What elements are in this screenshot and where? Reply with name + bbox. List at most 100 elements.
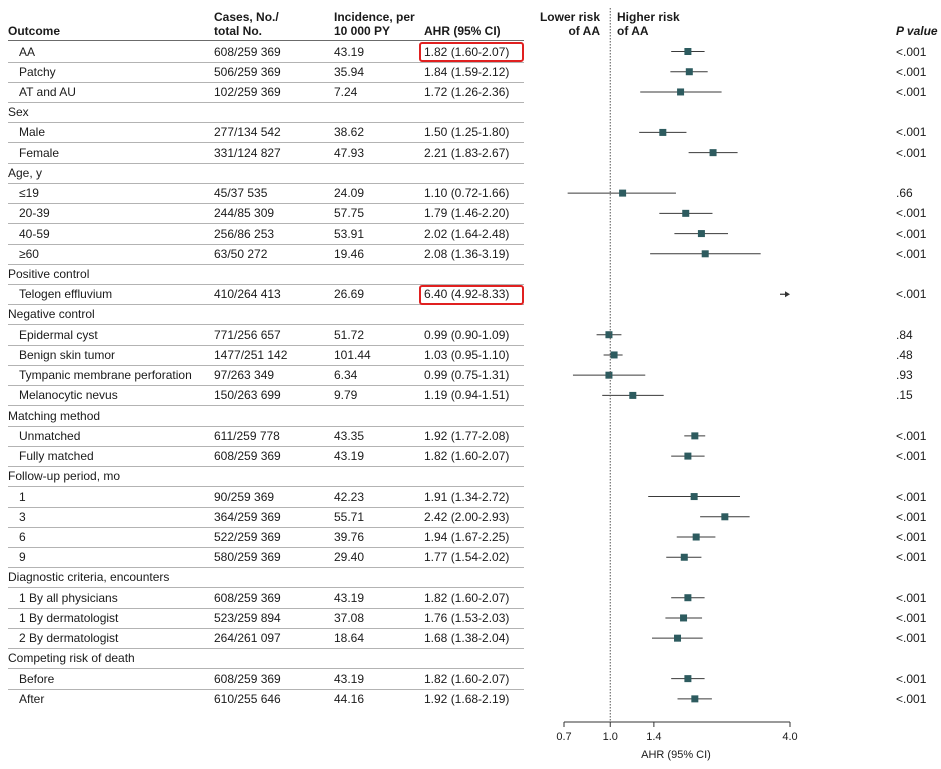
estimate-marker <box>691 432 699 440</box>
group-label: Competing risk of death <box>8 651 135 666</box>
outcome-label: After <box>19 691 45 706</box>
row-separator <box>8 142 524 144</box>
highlight-box <box>419 284 524 305</box>
header-incidence: Incidence, per 10 000 PY <box>334 10 415 38</box>
ahr-value: 1.91 (1.34-2.72) <box>424 489 510 504</box>
x-tick-label: 1.4 <box>646 731 661 743</box>
outcome-label: 1 By dermatologist <box>19 610 119 625</box>
table-row: 9 580/259 369 29.40 1.77 (1.54-2.02) <.001 <box>0 547 941 567</box>
row-separator <box>8 263 524 265</box>
estimate-marker <box>682 209 690 217</box>
ahr-value: 1.10 (0.72-1.66) <box>424 186 510 201</box>
ahr-value: 1.94 (1.67-2.25) <box>424 530 510 545</box>
cases-value: 522/259 369 <box>214 530 281 545</box>
cases-value: 608/259 369 <box>214 44 281 59</box>
header-incidence-line2: 10 000 PY <box>334 24 391 38</box>
cases-value: 264/261 097 <box>214 631 281 646</box>
row-separator <box>8 668 524 670</box>
cases-value: 277/134 542 <box>214 125 281 140</box>
estimate-marker <box>677 88 685 96</box>
p-value: <.001 <box>896 489 927 504</box>
cases-value: 1477/251 142 <box>214 347 288 362</box>
cases-value: 63/50 272 <box>214 246 268 261</box>
incidence-value: 37.08 <box>334 610 365 625</box>
table-row: 20-39 244/85 309 57.75 1.79 (1.46-2.20) <.00… <box>0 203 941 223</box>
p-value: <.001 <box>896 550 927 565</box>
ahr-value: 0.99 (0.75-1.31) <box>424 368 510 383</box>
header-cases-line1: Cases, No./ <box>214 10 279 24</box>
incidence-value: 43.19 <box>334 671 365 686</box>
p-value: <.001 <box>896 590 927 605</box>
incidence-value: 19.46 <box>334 246 365 261</box>
ahr-value: 1.92 (1.68-2.19) <box>424 691 510 706</box>
table-row: 2 By dermatologist 264/261 097 18.64 1.68 (… <box>0 628 941 648</box>
p-value: <.001 <box>896 509 927 524</box>
outcome-label: 40-59 <box>19 226 50 241</box>
p-value: <.001 <box>896 610 927 625</box>
group-label: Follow-up period, mo <box>8 469 121 484</box>
row-separator <box>8 567 524 569</box>
ahr-value: 1.76 (1.53-2.03) <box>424 610 510 625</box>
incidence-value: 43.35 <box>334 428 365 443</box>
table-row: Unmatched 611/259 778 43.35 1.92 (1.77-2.08… <box>0 426 941 446</box>
incidence-value: 26.69 <box>334 287 365 302</box>
incidence-value: 35.94 <box>334 64 365 79</box>
group-label: Positive control <box>8 267 90 282</box>
cases-value: 102/259 369 <box>214 84 281 99</box>
outcome-label: ≤19 <box>19 186 39 201</box>
estimate-marker <box>697 230 705 238</box>
p-value: <.001 <box>896 246 927 261</box>
incidence-value: 24.09 <box>334 186 365 201</box>
row-separator <box>8 223 524 225</box>
p-value: .66 <box>896 186 913 201</box>
ahr-value: 1.82 (1.60-2.07) <box>424 449 510 464</box>
cases-value: 90/259 369 <box>214 489 275 504</box>
estimate-marker <box>684 594 692 602</box>
table-row: 1 90/259 369 42.23 1.91 (1.34-2.72) <.001 <box>0 487 941 507</box>
incidence-value: 7.24 <box>334 84 358 99</box>
header-p-value: P value <box>896 24 938 38</box>
p-value: .84 <box>896 327 913 342</box>
cases-value: 608/259 369 <box>214 590 281 605</box>
estimate-marker <box>684 675 692 683</box>
ahr-value: 1.82 (1.60-2.07) <box>424 44 510 59</box>
table-row: ≤19 45/37 535 24.09 1.10 (0.72-1.66) .66 <box>0 183 941 203</box>
group-header-row: Age, y <box>0 163 941 183</box>
ahr-value: 2.02 (1.64-2.48) <box>424 226 510 241</box>
cases-value: 608/259 369 <box>214 449 281 464</box>
ahr-value: 6.40 (4.92-8.33) <box>424 287 510 302</box>
header-cases-line2: total No. <box>214 24 262 38</box>
incidence-value: 101.44 <box>334 347 371 362</box>
p-value: <.001 <box>896 125 927 140</box>
header-higher-risk-line1: Higher risk <box>617 10 680 24</box>
header-outcome: Outcome <box>8 24 61 38</box>
outcome-label: Patchy <box>19 64 56 79</box>
row-separator <box>8 627 524 629</box>
table-row: Tympanic membrane perforation 97/263 349 6… <box>0 365 941 385</box>
row-separator <box>8 243 524 245</box>
row-separator <box>8 304 524 306</box>
ahr-value: 1.92 (1.77-2.08) <box>424 428 510 443</box>
table-row: Epidermal cyst 771/256 657 51.72 0.99 (0.90… <box>0 325 941 345</box>
incidence-value: 18.64 <box>334 631 365 646</box>
ahr-value: 1.77 (1.54-2.02) <box>424 550 510 565</box>
group-header-row: Follow-up period, mo <box>0 466 941 486</box>
outcome-label: AA <box>19 44 36 59</box>
cases-value: 364/259 369 <box>214 509 281 524</box>
estimate-marker <box>605 331 613 339</box>
incidence-value: 6.34 <box>334 368 358 383</box>
incidence-value: 43.19 <box>334 590 365 605</box>
row-separator <box>8 81 524 83</box>
incidence-value: 38.62 <box>334 125 365 140</box>
estimate-marker <box>674 634 682 642</box>
ahr-value: 2.42 (2.00-2.93) <box>424 509 510 524</box>
row-separator <box>8 324 524 326</box>
cases-value: 610/255 646 <box>214 691 281 706</box>
incidence-value: 55.71 <box>334 509 365 524</box>
row-separator <box>8 61 524 63</box>
cases-value: 256/86 253 <box>214 226 275 241</box>
table-row: Patchy 506/259 369 35.94 1.84 (1.59-2.12) <.… <box>0 62 941 82</box>
table-row: AA 608/259 369 43.19 1.82 (1.60-2.07) <.001 <box>0 42 941 62</box>
p-value: <.001 <box>896 145 927 160</box>
group-header-row: Negative control <box>0 304 941 324</box>
